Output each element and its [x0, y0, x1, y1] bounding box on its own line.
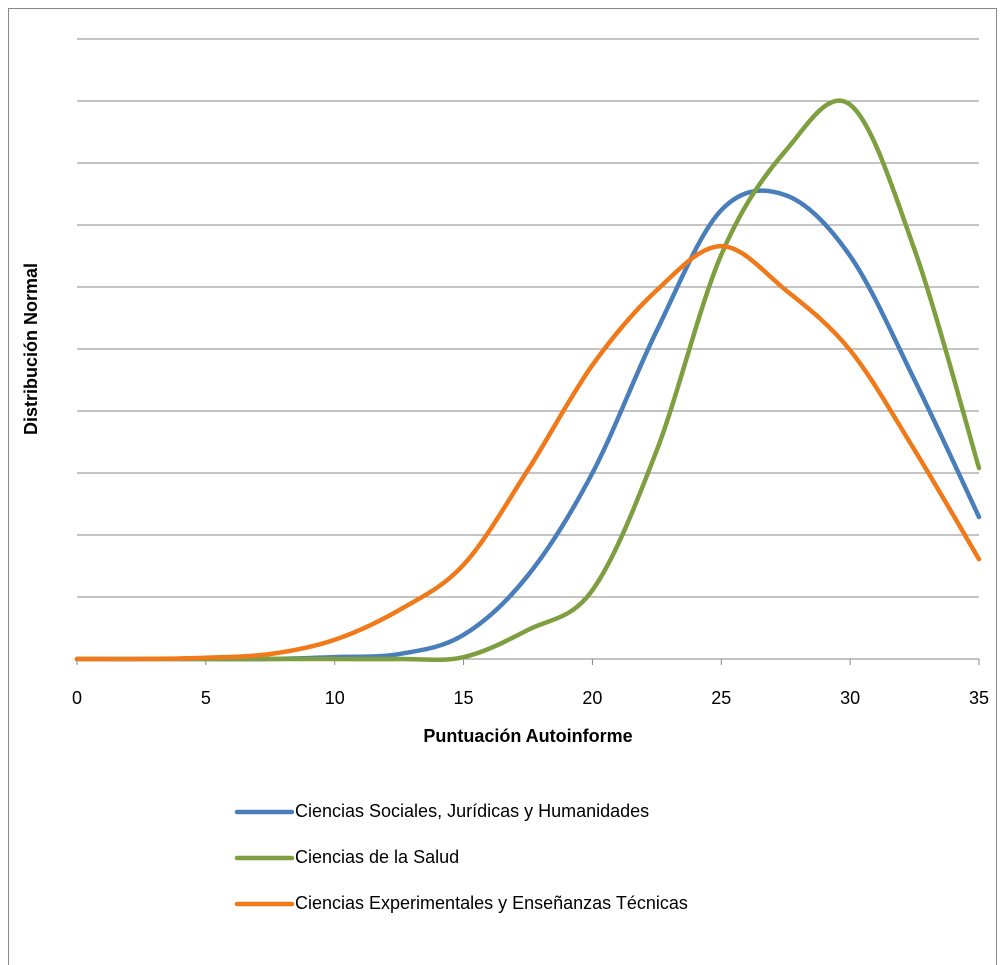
- chart-frame: [8, 8, 997, 965]
- y-axis-title: Distribución Normal: [21, 263, 41, 435]
- legend-label: Ciencias Experimentales y Enseñanzas Téc…: [295, 893, 688, 913]
- x-tick-label: 25: [711, 688, 731, 708]
- legend-label: Ciencias Sociales, Jurídicas y Humanidad…: [295, 801, 649, 821]
- x-tick-label: 0: [72, 688, 82, 708]
- x-tick-label: 5: [201, 688, 211, 708]
- series-line: [74, 98, 982, 663]
- series-line: [74, 243, 982, 662]
- x-tick-label: 20: [582, 688, 602, 708]
- x-tick-label: 10: [325, 688, 345, 708]
- x-axis-title: Puntuación Autoinforme: [423, 726, 632, 746]
- x-tick-label: 15: [454, 688, 474, 708]
- x-tick-label: 30: [840, 688, 860, 708]
- legend-label: Ciencias de la Salud: [295, 847, 459, 867]
- x-tick-label: 35: [969, 688, 989, 708]
